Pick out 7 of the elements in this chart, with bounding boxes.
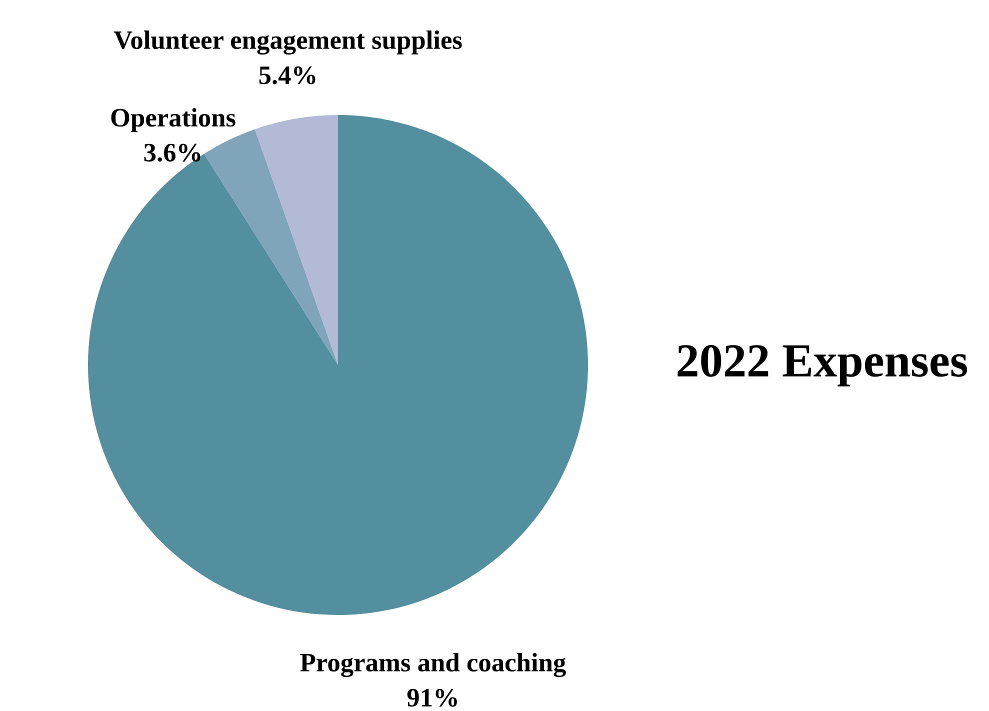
- data-label: 5.4%: [259, 66, 316, 84]
- data-label: 91%: [407, 688, 457, 707]
- slice-label: Volunteer engagement supplies: [114, 30, 462, 55]
- data-label: 3.6%: [144, 144, 200, 162]
- slice-label: Programs and coaching: [300, 652, 566, 678]
- text: 2022 Expenses: [678, 344, 968, 386]
- slice-label: Operations: [111, 108, 236, 132]
